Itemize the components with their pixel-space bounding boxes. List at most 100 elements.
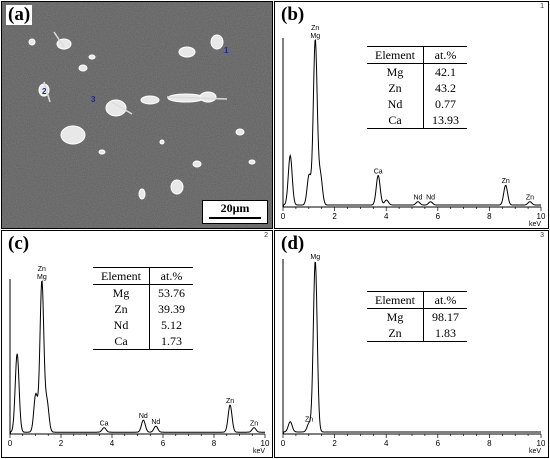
x-tick-label: 6 xyxy=(436,212,441,221)
peak-label: Mg xyxy=(310,254,320,261)
table-cell: Mg xyxy=(367,308,424,325)
table-header-element: Element xyxy=(367,46,424,64)
table-header-element: Element xyxy=(93,267,150,285)
eds-spectrum-panel-b: 0 2 4 6 8 10 keV Zn Mg Ca Nd Nd Zn Zn (b) 1 Element a… xyxy=(274,1,549,229)
peak-label: Zn xyxy=(526,195,534,202)
table-cell: 39.39 xyxy=(157,302,185,316)
x-tick-label: 6 xyxy=(161,439,166,448)
table-header-atpct: at.% xyxy=(423,46,467,64)
sem-streak xyxy=(43,81,51,103)
peak-label: Ca xyxy=(374,168,383,175)
sem-particle xyxy=(98,149,106,155)
sem-particle xyxy=(138,188,146,200)
sem-particle xyxy=(235,128,245,136)
scale-bar-line xyxy=(209,217,261,219)
x-tick-label: 8 xyxy=(487,212,492,221)
peak-label: Ca xyxy=(100,420,109,427)
table-cell: 13.93 xyxy=(423,112,467,129)
sem-particle xyxy=(170,179,184,195)
x-tick-label: 2 xyxy=(59,439,64,448)
peak-label: Zn xyxy=(311,25,319,32)
table-cell: Mg xyxy=(93,284,150,301)
peak-label: Zn xyxy=(305,416,313,423)
peak-label: Nd xyxy=(426,195,435,202)
table-cell: Ca xyxy=(93,333,150,350)
table-cell: 1.83 xyxy=(423,325,467,342)
sem-streak xyxy=(111,101,133,115)
table-cell: Ca xyxy=(367,112,424,129)
table-cell: 1.73 xyxy=(149,333,193,350)
x-tick-label: 4 xyxy=(384,439,389,448)
peak-label: Zn xyxy=(38,266,46,273)
peak-label: Nd xyxy=(151,419,160,426)
x-tick-label: 2 xyxy=(332,439,337,448)
peak-label: Nd xyxy=(139,413,148,420)
panel-c-label: (c) xyxy=(6,233,32,254)
panel-b-label: (b) xyxy=(279,4,307,25)
table-cell: Mg xyxy=(367,63,424,80)
sem-particle xyxy=(199,91,217,103)
table-header-atpct: at.% xyxy=(149,267,193,285)
eds-spectrum-panel-d: 0 2 4 6 8 10 keV Zn Mg (d) 3 Element at.% Mg 98.1… xyxy=(274,230,549,458)
sem-particle xyxy=(140,95,160,105)
table-cell: 5.12 xyxy=(160,318,182,332)
composition-table-d: Element at.% Mg 98.17 Zn 1.83 xyxy=(367,291,467,342)
eds-spectrum-panel-c: 0 2 4 6 8 10 keV Zn Mg Ca Nd Nd Zn Zn (c) 2 Element a… xyxy=(1,230,273,458)
composition-table-b: Element at.% Mg 42.1 Zn 43.2 Nd 0.77 Ca 13.9… xyxy=(367,46,467,129)
sem-particle xyxy=(105,99,127,117)
peak-label: Zn xyxy=(250,420,258,427)
sem-particle xyxy=(210,34,224,50)
sem-streak xyxy=(53,31,65,48)
spectrum-line xyxy=(283,261,541,435)
sem-point-marker: 2 xyxy=(42,87,47,96)
table-cell: 42.1 xyxy=(434,65,456,79)
peak-label: Mg xyxy=(310,33,320,40)
sem-point-marker: 3 xyxy=(91,95,96,104)
spectrum-number-c: 2 xyxy=(264,232,268,239)
x-tick-label: 0 xyxy=(281,212,286,221)
x-tick-label: 10 xyxy=(537,212,546,221)
table-header-atpct: at.% xyxy=(423,291,467,309)
x-tick-label: 0 xyxy=(8,439,13,448)
panel-d-label: (d) xyxy=(279,233,307,254)
sem-particle xyxy=(28,38,36,46)
x-tick-label: 8 xyxy=(487,439,492,448)
peak-label: Mg xyxy=(37,274,47,281)
x-tick-label: 4 xyxy=(110,439,115,448)
scale-bar: 20μm xyxy=(202,200,268,224)
sem-streak xyxy=(166,96,228,100)
sem-particle xyxy=(78,64,88,72)
panel-a-label: (a) xyxy=(6,4,33,25)
x-tick-label: 0 xyxy=(281,439,286,448)
sem-micrograph-panel: 1 2 3 (a) 20μm xyxy=(1,1,273,229)
x-axis-label: keV xyxy=(529,221,541,228)
spectrum-line xyxy=(283,39,541,208)
sem-particle xyxy=(159,139,165,145)
x-tick-label: 8 xyxy=(212,439,217,448)
x-tick-label: 6 xyxy=(436,439,441,448)
table-cell: 0.77 xyxy=(434,97,456,111)
table-cell: Zn xyxy=(93,301,150,317)
spectrum-number-d: 3 xyxy=(540,232,544,239)
peak-label: Zn xyxy=(502,178,510,185)
spectrum-number-b: 1 xyxy=(540,3,544,10)
x-tick-label: 10 xyxy=(261,439,270,448)
sem-texture xyxy=(2,2,272,228)
table-cell: 53.76 xyxy=(157,286,185,300)
table-cell: Zn xyxy=(367,325,424,342)
sem-particle xyxy=(178,46,196,58)
sem-particle xyxy=(88,54,96,60)
peak-label: Nd xyxy=(413,195,422,202)
table-cell: 98.17 xyxy=(431,310,459,324)
x-tick-label: 10 xyxy=(537,439,546,448)
scale-bar-label: 20μm xyxy=(220,201,250,215)
x-axis-label: keV xyxy=(529,448,541,455)
sem-point-marker: 1 xyxy=(224,46,229,55)
table-header-element: Element xyxy=(367,291,424,309)
sem-particle xyxy=(248,159,256,165)
spectrum-line xyxy=(10,280,265,434)
table-cell: Nd xyxy=(93,317,150,333)
